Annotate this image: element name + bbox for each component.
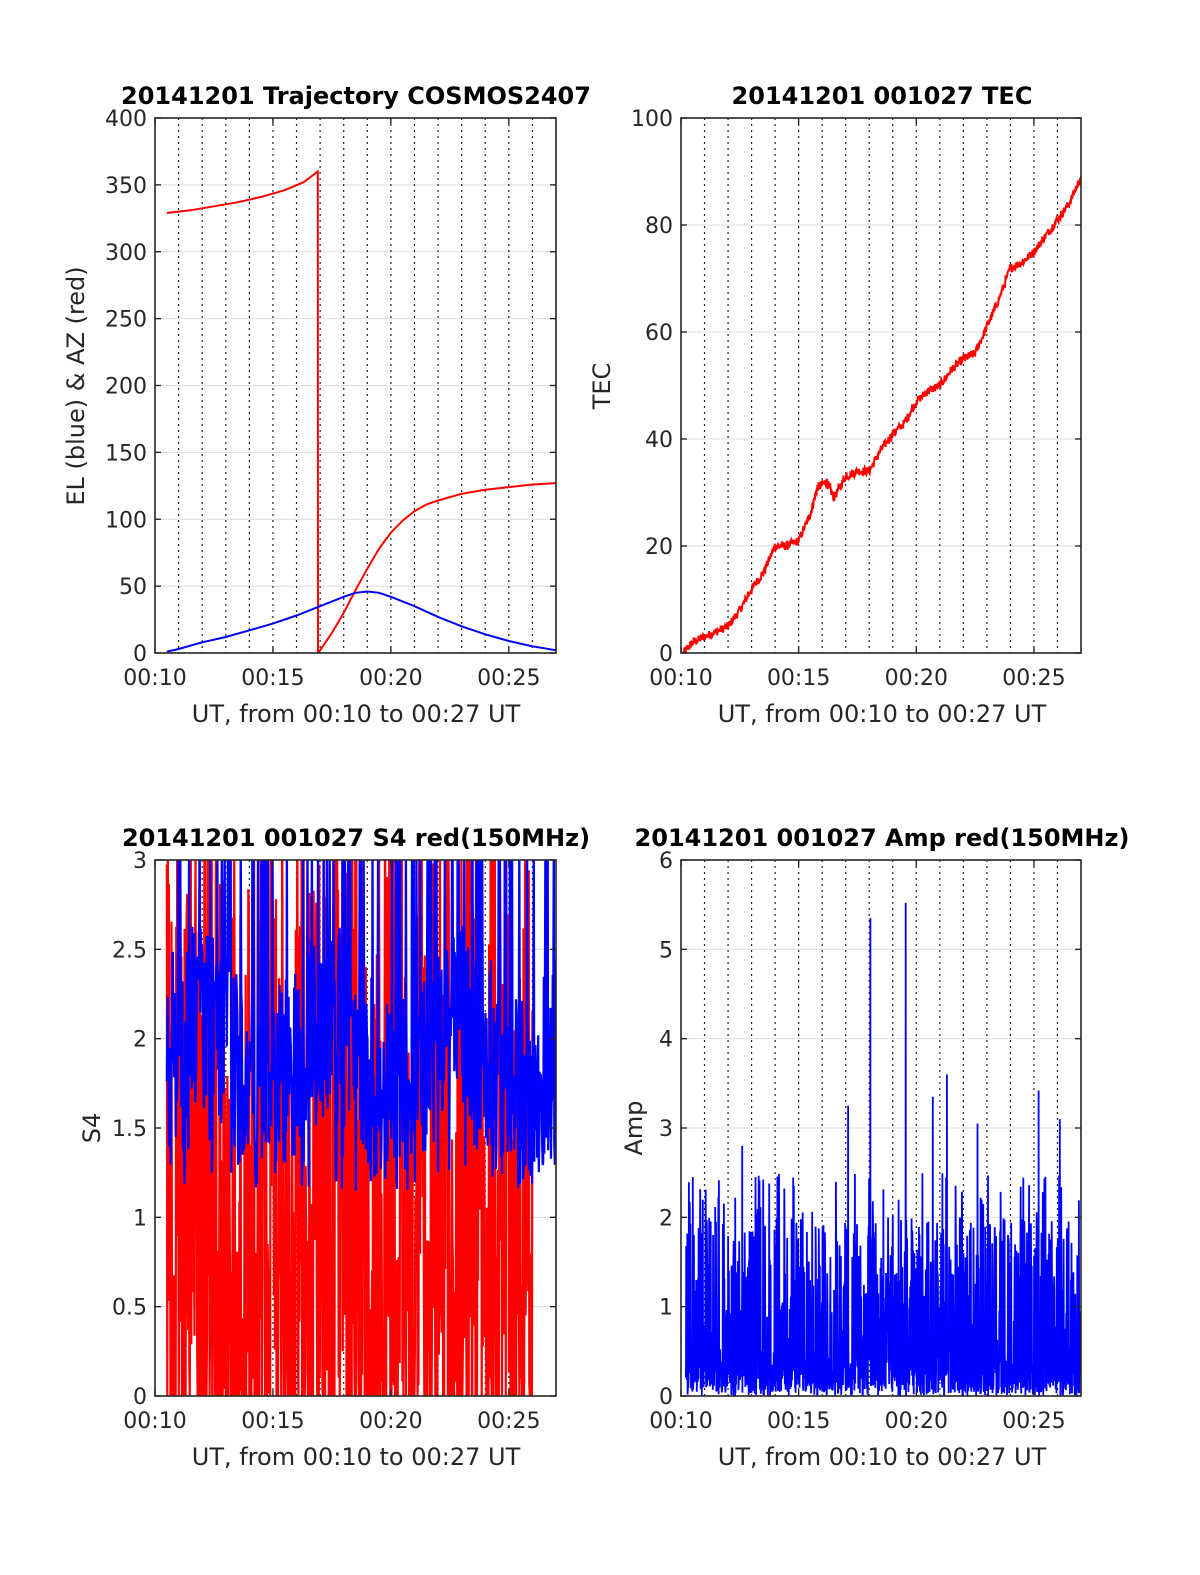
y-tick-label: 6 xyxy=(659,849,673,874)
x-axis-label: UT, from 00:10 to 00:27 UT xyxy=(192,1443,521,1471)
x-tick-label: 00:15 xyxy=(767,1409,830,1434)
y-tick-label: 2.5 xyxy=(112,938,147,963)
y-tick-label: 5 xyxy=(659,938,673,963)
y-tick-label: 40 xyxy=(645,428,673,453)
chart-trajectory: 20141201 Trajectory COSMOS2407 UT, from … xyxy=(62,82,591,728)
y-tick-label: 0.5 xyxy=(112,1296,147,1321)
series-line xyxy=(682,176,1081,653)
x-tick-label: 00:20 xyxy=(885,1409,948,1434)
y-tick-label: 0 xyxy=(659,1385,673,1410)
series-group xyxy=(682,176,1081,653)
x-tick-label: 00:20 xyxy=(359,1409,422,1434)
axes-frame xyxy=(680,117,1082,654)
series-line xyxy=(165,860,556,1191)
y-tick-label: 100 xyxy=(631,107,673,132)
y-tick-label: 0 xyxy=(133,1385,147,1410)
chart-title: 20141201 001027 Amp red(150MHz) xyxy=(635,824,1130,852)
y-tick-label: 0 xyxy=(659,642,673,667)
chart-tec: 20141201 001027 TEC UT, from 00:10 to 00… xyxy=(588,82,1082,728)
y-tick-label: 150 xyxy=(105,441,147,466)
x-tick-label: 00:25 xyxy=(1002,666,1065,691)
y-tick-label: 0 xyxy=(133,642,147,667)
y-axis-label: TEC xyxy=(588,363,616,411)
y-tick-label: 100 xyxy=(105,508,147,533)
y-tick-label: 1.5 xyxy=(112,1117,147,1142)
y-tick-label: 2 xyxy=(659,1206,673,1231)
y-tick-label: 200 xyxy=(105,375,147,400)
series-group xyxy=(684,902,1081,1396)
y-axis-label: Amp xyxy=(620,1100,648,1155)
y-tick-label: 400 xyxy=(105,107,147,132)
y-tick-label: 2 xyxy=(133,1028,147,1053)
series-line xyxy=(166,590,556,653)
x-tick-label: 00:10 xyxy=(649,1409,712,1434)
x-tick-label: 00:10 xyxy=(123,666,186,691)
y-tick-label: 250 xyxy=(105,308,147,333)
y-axis-label: S4 xyxy=(78,1113,106,1144)
y-tick-label: 300 xyxy=(105,241,147,266)
x-axis-label: UT, from 00:10 to 00:27 UT xyxy=(718,1443,1047,1471)
y-tick-label: 3 xyxy=(133,849,147,874)
y-tick-label: 60 xyxy=(645,321,673,346)
y-tick-label: 50 xyxy=(119,575,147,600)
chart-amp: 20141201 001027 Amp red(150MHz) UT, from… xyxy=(620,824,1129,1471)
y-tick-label: 1 xyxy=(659,1296,673,1321)
y-tick-label: 20 xyxy=(645,535,673,560)
x-tick-label: 00:20 xyxy=(359,666,422,691)
x-axis-label: UT, from 00:10 to 00:27 UT xyxy=(192,700,521,728)
series-line xyxy=(684,902,1081,1396)
x-tick-label: 00:25 xyxy=(477,1409,540,1434)
x-axis-label: UT, from 00:10 to 00:27 UT xyxy=(718,700,1047,728)
series-line xyxy=(166,169,556,653)
y-axis-label: EL (blue) & AZ (red) xyxy=(62,266,90,505)
chart-s4: 20141201 001027 S4 red(150MHz) UT, from … xyxy=(78,824,590,1471)
series-group xyxy=(165,860,556,1396)
series-group xyxy=(166,169,556,653)
x-tick-label: 00:15 xyxy=(241,1409,304,1434)
y-tick-label: 4 xyxy=(659,1028,673,1053)
x-tick-label: 00:15 xyxy=(767,666,830,691)
y-tick-label: 1 xyxy=(133,1206,147,1231)
x-tick-label: 00:15 xyxy=(241,666,304,691)
x-tick-label: 00:10 xyxy=(649,666,712,691)
chart-title: 20141201 001027 TEC xyxy=(732,82,1033,110)
y-tick-label: 350 xyxy=(105,174,147,199)
x-tick-label: 00:25 xyxy=(477,666,540,691)
chart-title: 20141201 001027 S4 red(150MHz) xyxy=(122,824,590,852)
y-tick-label: 80 xyxy=(645,214,673,239)
x-tick-label: 00:25 xyxy=(1002,1409,1065,1434)
y-tick-label: 3 xyxy=(659,1117,673,1142)
x-tick-label: 00:10 xyxy=(123,1409,186,1434)
chart-title: 20141201 Trajectory COSMOS2407 xyxy=(121,82,591,110)
x-tick-label: 00:20 xyxy=(885,666,948,691)
